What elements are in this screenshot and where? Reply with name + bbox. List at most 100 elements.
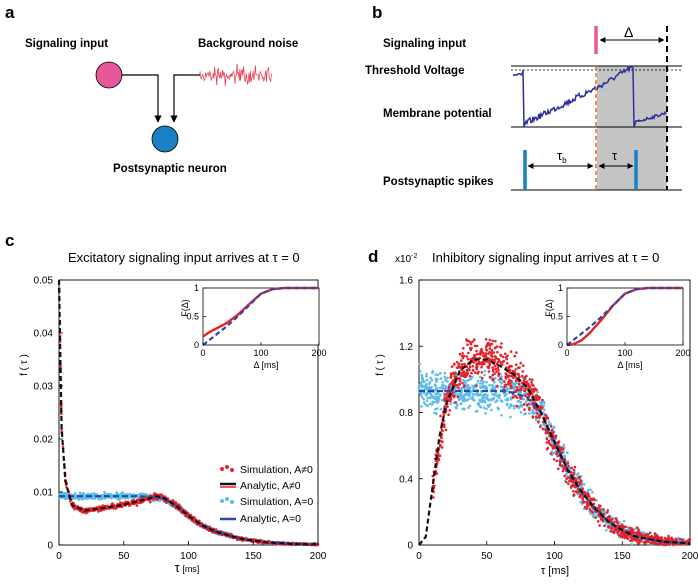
data-point [626, 526, 629, 529]
data-point [469, 397, 472, 400]
data-point [479, 379, 483, 383]
y-tick-label: 0 [47, 541, 53, 552]
data-point [631, 531, 634, 535]
data-point [544, 428, 548, 432]
data-point [481, 398, 484, 402]
data-point [565, 477, 568, 481]
data-point [549, 452, 553, 455]
data-point [430, 403, 434, 406]
data-point [449, 372, 453, 376]
legend-label-analytic-a: Analytic, A≠0 [240, 480, 301, 492]
data-point [558, 463, 562, 466]
data-point [561, 447, 565, 451]
data-point [492, 398, 495, 401]
data-point [613, 520, 616, 524]
data-point [538, 401, 542, 404]
data-point [528, 378, 532, 381]
data-point [576, 473, 579, 477]
inset-x-tick-label: 100 [617, 348, 632, 358]
data-point [469, 378, 473, 381]
data-point [609, 530, 612, 533]
data-point [598, 508, 602, 512]
data-point [585, 507, 588, 510]
data-point [585, 500, 588, 504]
data-point [495, 370, 498, 373]
data-point [423, 384, 427, 388]
y-tick-label: 0.01 [34, 488, 54, 499]
membrane-potential-label: Membrane potential [383, 108, 492, 120]
data-point [491, 378, 495, 382]
data-point [474, 410, 478, 413]
data-point [520, 385, 523, 388]
data-point [461, 381, 464, 385]
y-tick-label: 0.03 [34, 382, 54, 393]
data-point [58, 340, 62, 344]
data-point [572, 468, 576, 472]
data-point [544, 413, 547, 417]
data-point [214, 528, 218, 531]
data-point [125, 493, 129, 496]
data-point [503, 394, 507, 398]
data-point [460, 374, 463, 377]
data-point [525, 374, 528, 378]
data-point [419, 393, 423, 397]
background-noise-trace [199, 63, 272, 87]
data-point [491, 373, 495, 377]
data-point [509, 350, 513, 353]
delta-symbol: Δ [624, 24, 633, 40]
panel-c-plot [57, 279, 320, 547]
data-point [528, 406, 531, 410]
panel-d-inset-xlabel: Δ [ms] [617, 360, 642, 370]
data-point [425, 374, 428, 378]
data-point [441, 386, 444, 390]
panel-c-inset: 1 0.5 00 100 200 [186, 283, 326, 358]
data-point [72, 496, 75, 500]
data-point [124, 500, 127, 504]
data-point [549, 425, 553, 428]
y-tick-label: 1.6 [399, 276, 413, 287]
data-point [567, 465, 570, 468]
legend-label-sim-a0: Simulation, A=0 [240, 496, 313, 508]
data-point [490, 348, 494, 352]
data-point [118, 498, 121, 501]
data-point [462, 370, 466, 373]
data-point [494, 391, 498, 395]
data-point [573, 465, 577, 469]
data-point [666, 537, 670, 540]
data-point [91, 496, 94, 500]
data-point [629, 539, 632, 543]
data-point [472, 399, 476, 402]
data-point [522, 397, 525, 401]
data-point [552, 425, 556, 429]
data-point [652, 541, 655, 544]
data-point [428, 396, 432, 400]
signaling-input-node [95, 61, 123, 89]
data-point [543, 401, 546, 405]
data-point [497, 374, 500, 377]
data-point [498, 345, 502, 349]
data-point [491, 339, 495, 343]
data-point [471, 364, 475, 368]
data-point [488, 347, 492, 350]
threshold-voltage-label: Threshold Voltage [365, 65, 464, 77]
data-point [494, 339, 497, 343]
data-point [440, 398, 444, 402]
panel-c-letter: c [5, 231, 14, 250]
data-point [457, 398, 461, 402]
data-point [519, 410, 523, 414]
data-point [488, 344, 492, 347]
data-point [505, 356, 508, 360]
x-tick-label: 150 [614, 551, 631, 562]
data-point [460, 402, 463, 405]
data-point [476, 380, 480, 383]
data-point [428, 392, 432, 395]
data-point [571, 480, 574, 484]
data-point [429, 376, 432, 380]
data-point [519, 361, 522, 365]
data-point [460, 387, 463, 390]
legend-sim-cyan-dot [220, 499, 224, 503]
data-point [493, 346, 497, 350]
data-point [441, 383, 444, 387]
data-point [664, 537, 668, 541]
